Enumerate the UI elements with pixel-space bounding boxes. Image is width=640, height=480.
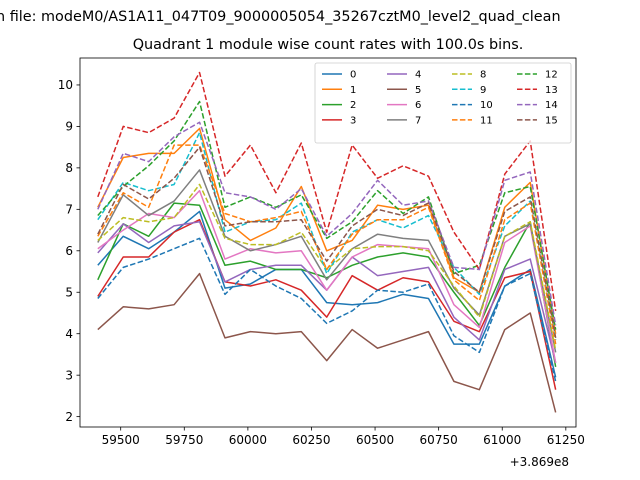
series-line-12 [97,100,557,330]
series-line-6 [97,189,557,363]
x-tick-label: 61250 [547,433,585,447]
y-tick-label: 9 [65,120,73,134]
x-tick-label: 60750 [420,433,458,447]
y-tick-label: 7 [65,203,73,217]
chart-title: Quadrant 1 module wise count rates with … [133,37,524,53]
legend-label-6: 6 [415,100,421,111]
series-line-11 [97,144,557,345]
y-tick-label: 4 [65,327,73,341]
series-line-5 [97,272,557,413]
legend-label-2: 2 [350,100,356,111]
y-tick-label: 8 [65,161,73,175]
y-tick-label: 5 [65,286,73,300]
series-line-10 [97,237,557,382]
x-tick-label: 60500 [356,433,394,447]
legend-label-12: 12 [545,70,558,81]
legend-label-4: 4 [415,70,421,81]
x-tick-label: 61000 [483,433,521,447]
x-axis: 59500 59750 60000 60250 60500 60750 61000 61250 [102,427,585,447]
series-line-14 [97,121,557,326]
series-line-9 [97,131,557,341]
series-line-2 [97,202,557,368]
y-tick-label: 3 [65,368,73,382]
y-tick-label: 2 [65,410,73,424]
legend-label-11: 11 [480,116,493,127]
x-tick-label: 59500 [102,433,140,447]
x-tick-label: 60000 [229,433,267,447]
y-tick-label: 10 [58,78,73,92]
legend-label-13: 13 [545,85,558,96]
plot-area: 59500 59750 60000 60250 60500 60750 61000 61250… [58,57,585,447]
series-line-3 [97,218,557,390]
x-offset-label: +3.869e8 [510,455,569,469]
y-tick-label: 6 [65,244,73,258]
axes-frame [79,57,577,428]
legend-label-7: 7 [415,116,421,127]
legend-label-5: 5 [415,85,421,96]
legend-box [314,62,572,144]
legend-label-3: 3 [350,116,356,127]
legend-label-0: 0 [350,70,356,81]
window-title: n file: modeM0/AS1A11_047T09_9000005054_… [0,9,561,25]
legend-label-8: 8 [480,70,486,81]
legend-label-9: 9 [480,85,486,96]
legend-label-15: 15 [545,116,558,127]
x-tick-label: 60250 [292,433,330,447]
y-axis: 2 3 4 5 6 7 8 9 10 [58,78,80,424]
legend-label-1: 1 [350,85,356,96]
legend-label-14: 14 [545,100,558,111]
legend-label-10: 10 [480,100,493,111]
series-layer [97,71,557,413]
series-line-15 [97,146,557,338]
x-tick-label: 59750 [165,433,203,447]
